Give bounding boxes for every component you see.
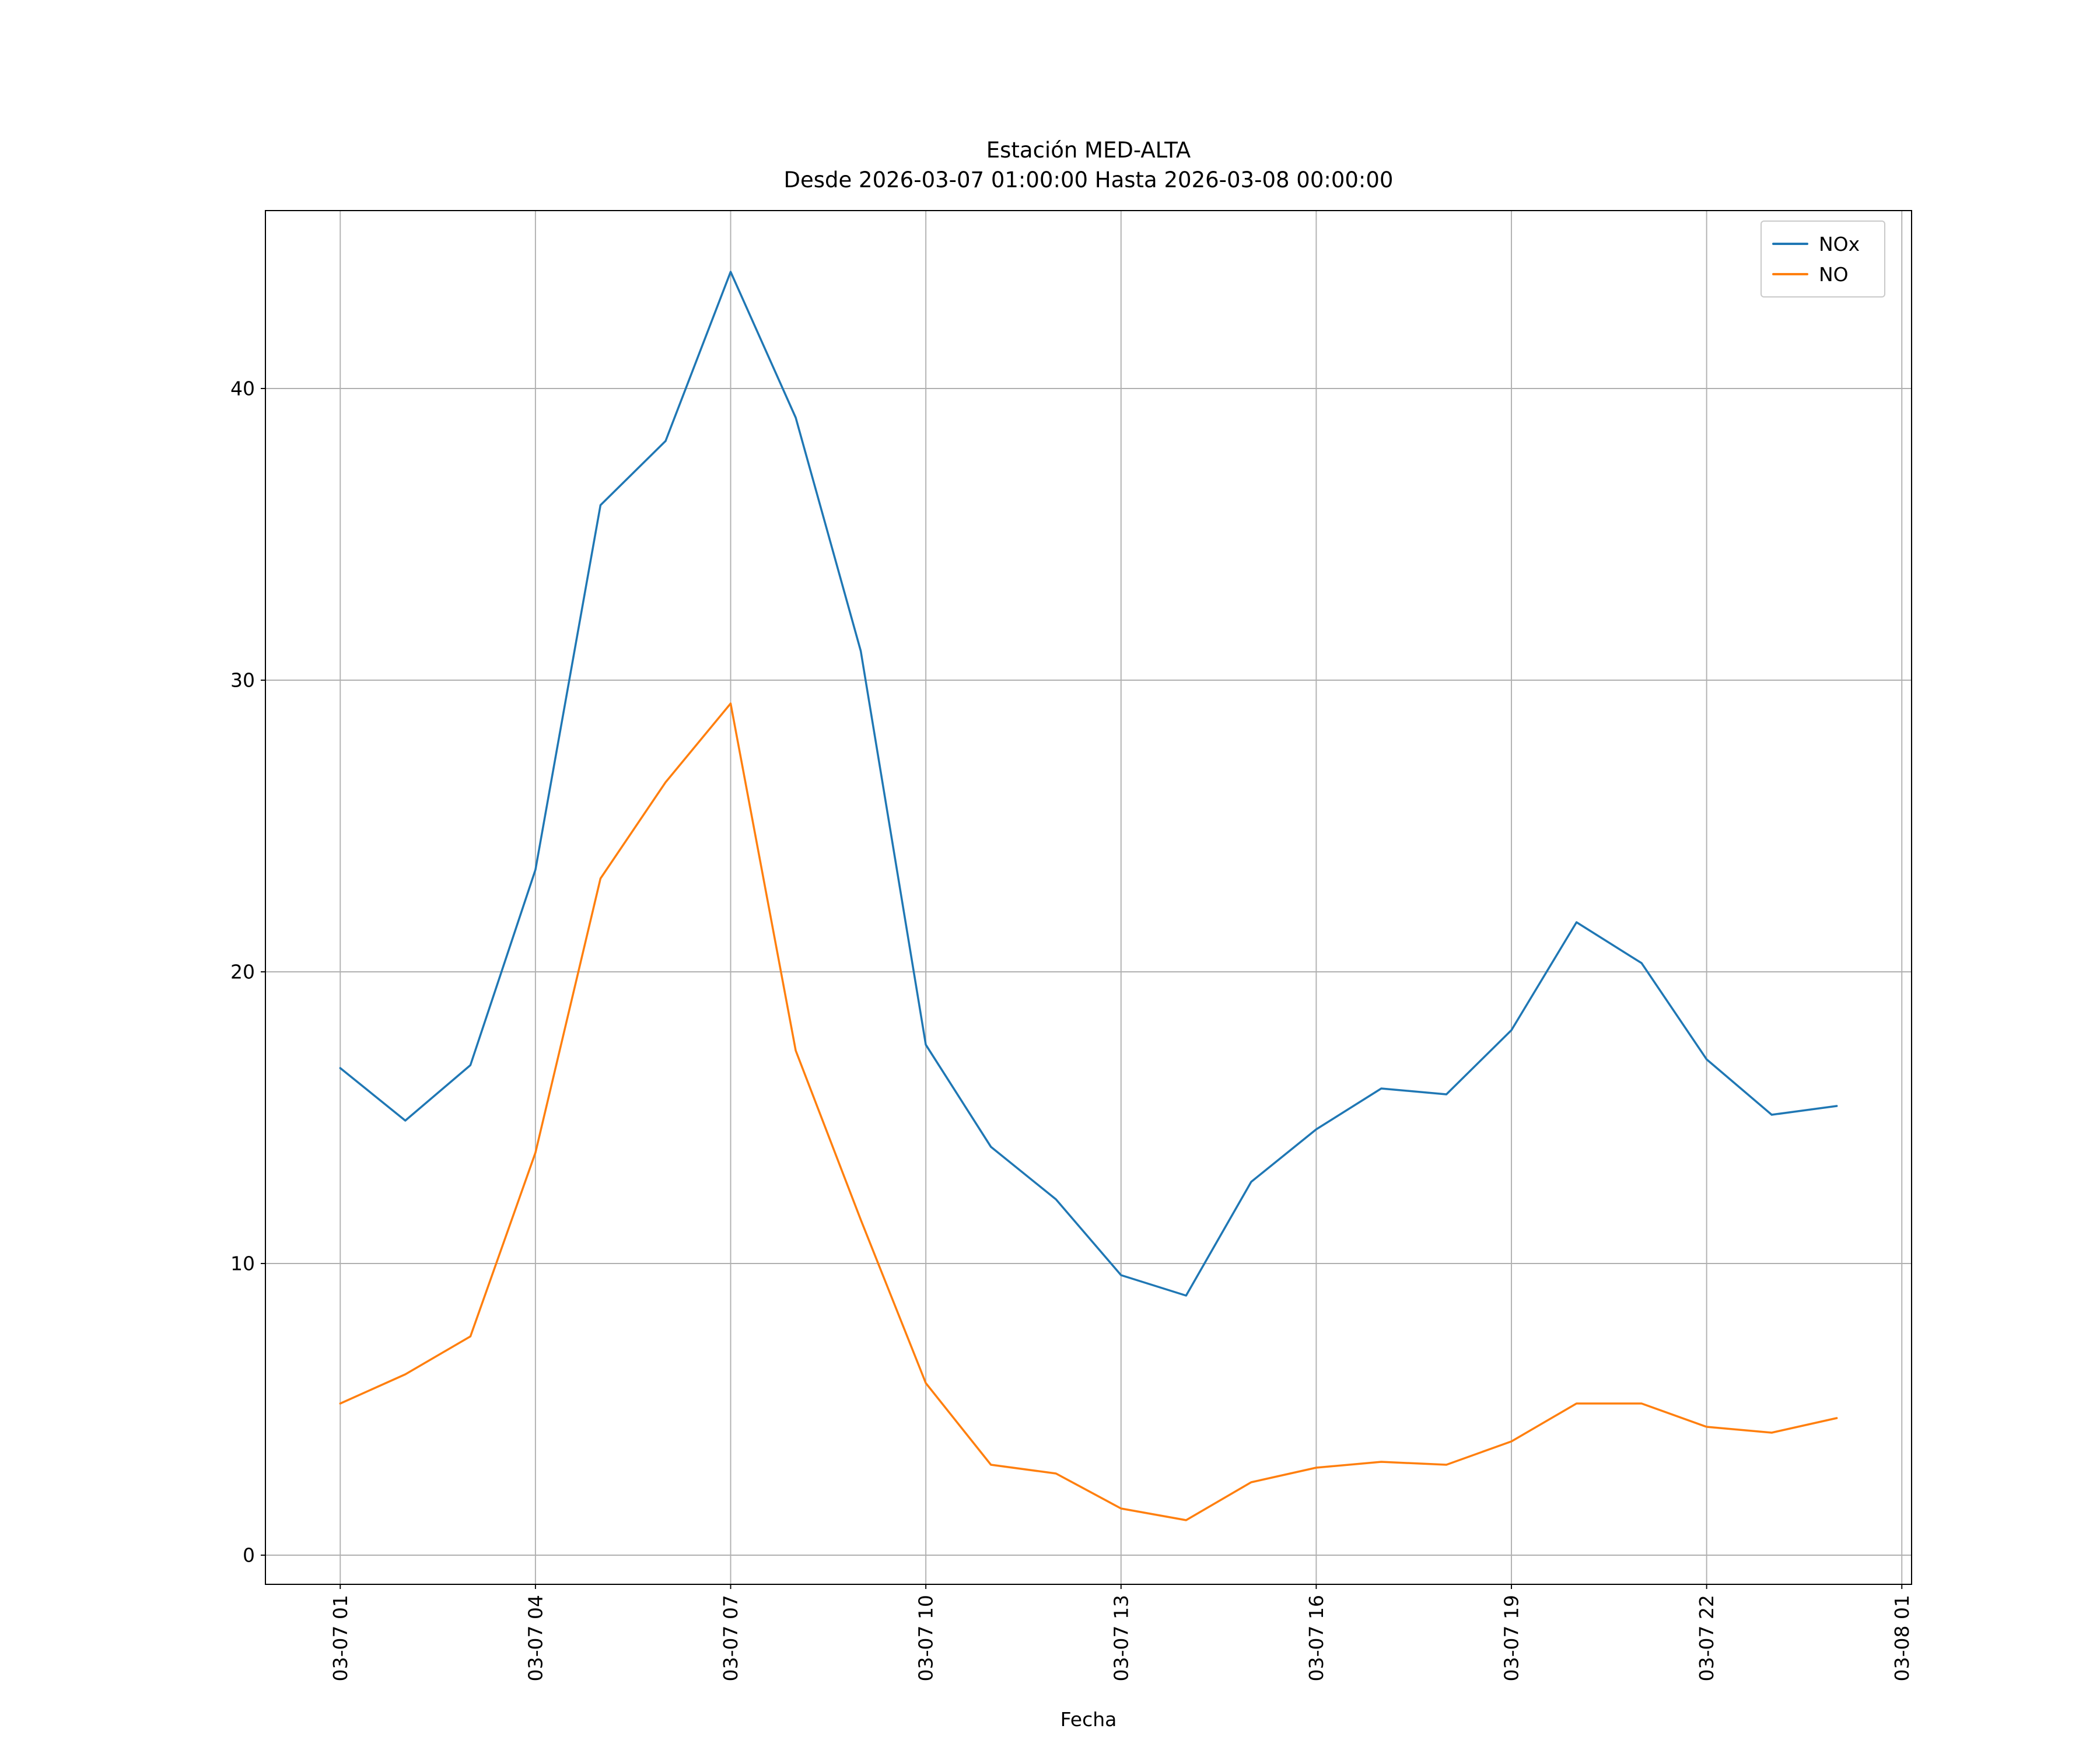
y-tick-label: 30 bbox=[230, 669, 255, 692]
chart-title: Estación MED-ALTA Desde 2026-03-07 01:00… bbox=[265, 135, 1912, 195]
y-tick-label: 40 bbox=[230, 377, 255, 400]
nox-legend-label: NOx bbox=[1819, 232, 1860, 256]
x-tick-label: 03-07 22 bbox=[1695, 1595, 1718, 1681]
y-tick-label: 0 bbox=[243, 1544, 255, 1567]
x-tick-label: 03-08 01 bbox=[1891, 1595, 1913, 1681]
chart-title-line1: Estación MED-ALTA bbox=[986, 138, 1191, 163]
plot-border bbox=[265, 210, 1912, 1585]
x-tick-label: 03-07 19 bbox=[1500, 1595, 1523, 1681]
no-series-line bbox=[339, 702, 1838, 1521]
y-tick-label: 20 bbox=[230, 961, 255, 984]
x-axis-label: Fecha bbox=[1060, 1708, 1117, 1731]
x-tick-label: 03-07 13 bbox=[1110, 1595, 1132, 1681]
chart-title-line2: Desde 2026-03-07 01:00:00 Hasta 2026-03-… bbox=[783, 167, 1394, 193]
legend: NOx NO bbox=[1760, 220, 1885, 298]
nox-series-line bbox=[339, 271, 1838, 1297]
nox-legend-swatch-icon bbox=[1772, 243, 1808, 245]
legend-entry-nox: NOx bbox=[1772, 229, 1874, 259]
x-tick-label: 03-07 16 bbox=[1305, 1595, 1328, 1681]
legend-entry-no: NO bbox=[1772, 259, 1874, 289]
x-tick-label: 03-07 10 bbox=[915, 1595, 937, 1681]
x-tick-label: 03-07 01 bbox=[329, 1595, 352, 1681]
no-legend-swatch-icon bbox=[1772, 273, 1808, 275]
y-tick-label: 10 bbox=[230, 1252, 255, 1275]
no-legend-label: NO bbox=[1819, 262, 1849, 286]
x-tick-label: 03-07 04 bbox=[524, 1595, 547, 1681]
x-tick-label: 03-07 07 bbox=[719, 1595, 742, 1681]
